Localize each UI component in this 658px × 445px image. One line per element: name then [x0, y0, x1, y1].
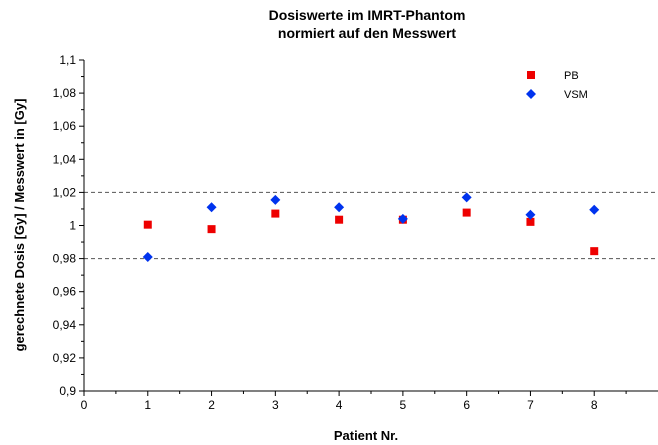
x-tick-label: 0: [81, 398, 88, 412]
x-tick-label: 2: [208, 398, 215, 412]
y-tick-label: 0,92: [53, 351, 77, 365]
legend-marker-pb: [527, 71, 535, 79]
reference-lines: [84, 191, 658, 260]
y-tick-label: 0,96: [53, 285, 77, 299]
vsm-point: [142, 251, 153, 262]
y-tick-label: 1,08: [53, 86, 77, 100]
x-tick-label: 7: [527, 398, 534, 412]
data-markers: [142, 192, 600, 262]
legend-marker-vsm: [526, 89, 536, 99]
x-tick-label: 6: [463, 398, 470, 412]
vsm-point: [461, 192, 472, 203]
legend: PB VSM: [526, 70, 588, 101]
chart-title: Dosiswerte im IMRT-Phantom: [269, 7, 466, 23]
vsm-point: [334, 202, 345, 213]
pb-point: [462, 208, 471, 217]
y-tick-label: 0,94: [53, 318, 77, 332]
pb-point: [590, 247, 599, 256]
axes: [83, 60, 658, 392]
x-axis-label: Patient Nr.: [334, 428, 398, 443]
x-tick-label: 4: [336, 398, 343, 412]
pb-point: [143, 220, 152, 229]
vsm-point: [397, 213, 408, 224]
pb-point: [207, 225, 216, 234]
y-axis-label: gerechnete Dosis [Gy] / Messwert in [Gy]: [12, 99, 27, 352]
y-tick-label: 1,04: [53, 152, 77, 166]
legend-label-pb: PB: [564, 70, 579, 82]
vsm-point: [270, 194, 281, 205]
y-tick-label: 1,1: [59, 53, 76, 67]
y-tick-label: 0,98: [53, 252, 77, 266]
x-tick-label: 5: [400, 398, 407, 412]
x-tick-label: 3: [272, 398, 279, 412]
y-tick-label: 1: [69, 219, 76, 233]
y-tick-label: 0,9: [59, 384, 76, 398]
vsm-point: [525, 209, 536, 220]
pb-point: [335, 215, 344, 224]
ticks: 0,9 0,92 0,94 0,96 0,98 1 1,02 1,04 1,06 1,08 1,1 0…: [53, 53, 627, 412]
y-tick-label: 1,06: [53, 119, 77, 133]
x-tick-label: 1: [144, 398, 151, 412]
pb-point: [526, 217, 535, 226]
chart-subtitle: normiert auf den Messwert: [278, 25, 456, 41]
x-tick-label: 8: [591, 398, 598, 412]
pb-point: [271, 209, 280, 218]
y-tick-label: 1,02: [53, 185, 77, 199]
vsm-point: [206, 202, 217, 213]
vsm-point: [589, 204, 600, 215]
legend-label-vsm: VSM: [564, 89, 588, 101]
